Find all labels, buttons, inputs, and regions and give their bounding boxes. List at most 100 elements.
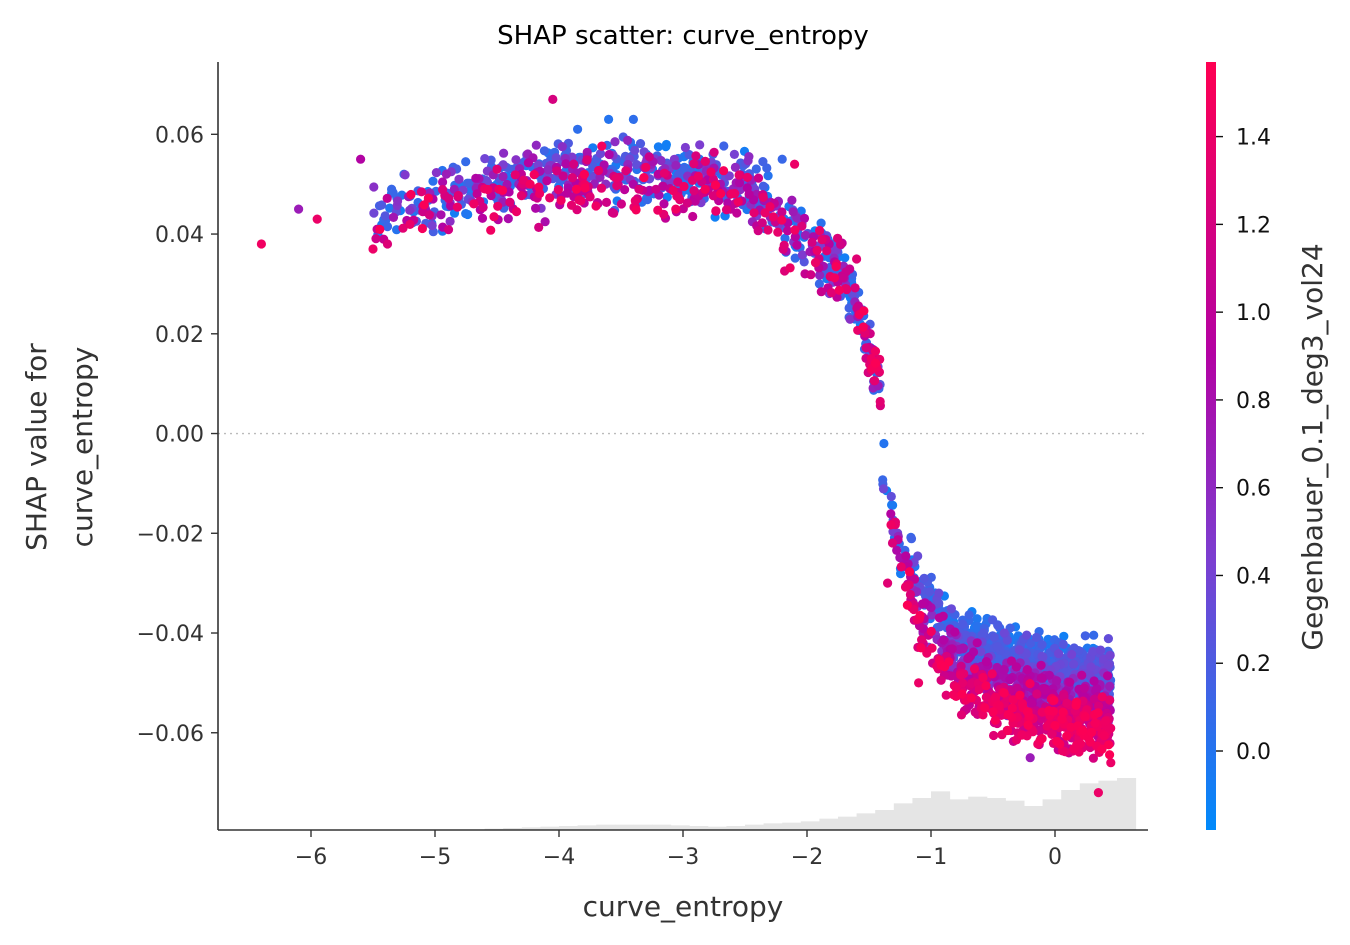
colorbar-tick-label: 0.4 [1236, 564, 1271, 589]
scatter-point [630, 145, 640, 155]
scatter-point [719, 166, 729, 176]
scatter-point [1059, 631, 1069, 641]
scatter-point [471, 173, 481, 183]
scatter-point [668, 185, 678, 196]
scatter-point [1021, 649, 1031, 659]
scatter-point [966, 679, 977, 689]
scatter-point [716, 189, 726, 199]
histogram-bar [521, 827, 541, 830]
scatter-point [531, 140, 541, 150]
y-tick-label: 0.04 [155, 223, 204, 248]
scatter-point [956, 670, 966, 680]
colorbar-tick-label: 1.4 [1236, 126, 1271, 151]
scatter-point [382, 222, 393, 232]
scatter-point [806, 270, 816, 280]
feature-histogram [484, 778, 1137, 830]
scatter-point [1044, 706, 1054, 716]
scatter-point [525, 179, 535, 189]
scatter-point [977, 630, 987, 640]
scatter-point [1094, 701, 1104, 711]
scatter-point [1027, 698, 1037, 709]
scatter-point [951, 682, 961, 693]
scatter-point [773, 227, 783, 237]
scatter-point [375, 224, 385, 234]
scatter-point [1090, 718, 1100, 728]
scatter-point [822, 246, 832, 256]
scatter-point [845, 314, 855, 324]
scatter-point [902, 600, 913, 610]
scatter-point [611, 173, 621, 183]
scatter-point [1080, 631, 1090, 641]
scatter-point [994, 701, 1004, 711]
scatter-point [653, 205, 663, 215]
scatter-point [878, 484, 889, 494]
scatter-point [1047, 729, 1057, 740]
scatter-point [909, 604, 919, 615]
scatter-point [380, 211, 390, 221]
scatter-point [1079, 683, 1089, 693]
scatter-point [642, 195, 653, 205]
scatter-point [540, 217, 550, 227]
scatter-point [387, 184, 397, 194]
scatter-point [1017, 730, 1027, 740]
scatter-point [1101, 716, 1111, 726]
scatter-point [858, 322, 868, 332]
scatter-point [1022, 707, 1033, 717]
scatter-point [1008, 695, 1018, 705]
scatter-point [651, 184, 661, 194]
scatter-point [883, 578, 893, 588]
x-tick-label: −6 [295, 845, 327, 870]
scatter-point [557, 142, 567, 152]
scatter-point [639, 173, 649, 183]
scatter-point [312, 214, 322, 224]
scatter-point [438, 177, 448, 187]
scatter-point [838, 273, 848, 283]
scatter-point [870, 358, 881, 368]
scatter-point [706, 167, 716, 177]
scatter-point [1036, 660, 1046, 670]
scatter-point [956, 710, 967, 720]
scatter-point [980, 703, 990, 713]
scatter-point [992, 662, 1002, 673]
scatter-point [1052, 736, 1062, 747]
scatter-point [816, 218, 826, 228]
scatter-point [927, 610, 937, 620]
scatter-point [1105, 650, 1115, 660]
scatter-point [1012, 683, 1022, 693]
histogram-bar [689, 826, 709, 830]
scatter-point [511, 207, 522, 217]
scatter-point [1105, 695, 1115, 705]
scatter-point [1058, 639, 1068, 650]
scatter-point [799, 213, 810, 223]
scatter-point [1093, 788, 1103, 798]
scatter-point [958, 619, 968, 629]
scatter-point [477, 213, 488, 223]
scatter-point [441, 169, 451, 179]
scatter-point [934, 588, 944, 598]
scatter-point [419, 200, 429, 210]
scatter-point [620, 185, 630, 195]
scatter-point [1104, 740, 1114, 750]
scatter-point [503, 214, 513, 224]
scatter-point [990, 715, 1000, 726]
histogram-bar [577, 825, 597, 830]
scatter-point [604, 114, 614, 124]
histogram-bar [596, 824, 616, 830]
scatter-point [689, 186, 699, 196]
scatter-point [634, 184, 644, 194]
scatter-point [946, 671, 956, 681]
y-axis-ticks: 0.06 0.04 0.02 0.00 −0.02 −0.04 −0.06 [137, 123, 218, 747]
scatter-point [644, 152, 654, 162]
scatter-point [576, 196, 586, 206]
scatter-point [610, 137, 620, 147]
scatter-point [1106, 758, 1116, 768]
histogram-bar [633, 824, 653, 830]
scatter-point [382, 239, 393, 249]
scatter-point [1002, 635, 1013, 645]
x-tick-label: −2 [791, 845, 823, 870]
histogram-bar [614, 824, 634, 830]
scatter-point [1032, 689, 1042, 699]
scatter-point [593, 165, 604, 176]
histogram-bar [1079, 783, 1099, 830]
histogram-bar [838, 816, 858, 830]
